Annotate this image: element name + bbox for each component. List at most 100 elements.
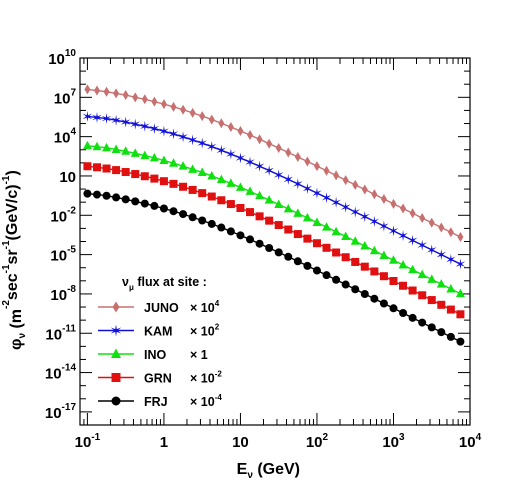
- y-tick-label: 10: [59, 169, 76, 186]
- marker-diamond: [304, 156, 311, 167]
- marker-star: [436, 249, 447, 261]
- marker-square: [179, 182, 188, 191]
- marker-star: [350, 206, 360, 218]
- marker-square: [150, 174, 159, 183]
- marker-circle: [427, 323, 436, 332]
- marker-triangle: [207, 170, 217, 180]
- marker-diamond: [447, 227, 454, 238]
- marker-star: [111, 114, 121, 126]
- marker-circle: [408, 313, 417, 322]
- marker-circle: [140, 199, 149, 208]
- marker-circle: [111, 396, 121, 406]
- legend: νμ flux at site : JUNO × 104 KAM × 102 INO × …: [98, 275, 222, 409]
- marker-star: [216, 144, 227, 156]
- marker-star: [398, 230, 408, 242]
- marker-circle: [437, 328, 446, 337]
- marker-star: [264, 165, 274, 177]
- marker-star: [159, 125, 169, 137]
- marker-star: [178, 131, 188, 143]
- y-tick-label: 104: [54, 127, 77, 147]
- marker-star: [206, 141, 217, 153]
- marker-circle: [131, 197, 140, 206]
- marker-circle: [92, 190, 101, 199]
- marker-circle: [456, 337, 465, 346]
- marker-triangle: [408, 264, 418, 274]
- marker-triangle: [121, 146, 131, 155]
- x-tick-label: 10: [232, 434, 249, 451]
- marker-star: [82, 110, 93, 122]
- marker-diamond: [103, 86, 110, 97]
- marker-circle: [274, 248, 283, 257]
- x-tick-label: 102: [306, 432, 329, 451]
- marker-circle: [207, 219, 216, 228]
- marker-triangle: [159, 155, 169, 165]
- marker-square: [437, 300, 446, 309]
- series-line: [87, 192, 461, 343]
- marker-star: [101, 113, 112, 125]
- marker-triangle: [331, 226, 341, 236]
- marker-star: [446, 253, 456, 265]
- marker-triangle: [322, 222, 332, 231]
- marker-circle: [446, 332, 455, 341]
- marker-square: [121, 168, 130, 177]
- marker-triangle: [178, 161, 188, 170]
- marker-square: [418, 291, 427, 300]
- legend-header-main: ν: [122, 275, 129, 289]
- marker-circle: [303, 261, 312, 270]
- y-axis-title-unit: (m: [8, 309, 25, 333]
- marker-triangle: [188, 164, 198, 173]
- marker-star: [407, 234, 418, 246]
- marker-star: [426, 244, 437, 256]
- marker-circle: [112, 193, 121, 202]
- marker-square: [312, 239, 321, 248]
- marker-diamond: [237, 125, 244, 136]
- marker-circle: [351, 285, 360, 294]
- marker-star: [245, 156, 255, 168]
- marker-circle: [226, 227, 235, 236]
- marker-circle: [418, 318, 427, 327]
- y-tick-label: 10-8: [50, 284, 76, 304]
- marker-triangle: [293, 208, 303, 217]
- marker-star: [321, 192, 332, 204]
- y-tick-label: 10-11: [45, 323, 76, 343]
- marker-diamond: [208, 114, 215, 125]
- marker-square: [265, 216, 274, 225]
- marker-circle: [265, 243, 274, 252]
- marker-triangle: [216, 174, 226, 184]
- marker-square: [111, 373, 121, 382]
- series-line: [87, 165, 461, 315]
- marker-square: [389, 276, 398, 285]
- marker-diamond: [428, 217, 435, 228]
- series-line: [87, 145, 461, 295]
- marker-triangle: [388, 255, 398, 264]
- marker-diamond: [438, 222, 445, 233]
- marker-star: [187, 134, 198, 146]
- marker-star: [130, 118, 140, 130]
- marker-triangle: [455, 288, 465, 298]
- marker-diamond: [132, 92, 139, 103]
- marker-star: [149, 123, 160, 135]
- plot-frame: [79, 57, 471, 426]
- marker-circle: [332, 275, 341, 284]
- marker-triangle: [379, 250, 389, 260]
- marker-circle: [217, 223, 226, 232]
- series-kam: [82, 110, 466, 270]
- marker-star: [92, 111, 102, 123]
- marker-circle: [159, 204, 168, 213]
- marker-square: [399, 281, 408, 290]
- marker-diamond: [457, 232, 464, 243]
- marker-square: [370, 267, 379, 276]
- x-axis-title: Eν (GeV): [237, 461, 300, 481]
- legend-header: νμ flux at site :: [122, 275, 207, 292]
- marker-square: [140, 172, 149, 181]
- legend-entry-grn: GRN × 10-2: [98, 370, 222, 386]
- marker-circle: [322, 271, 331, 280]
- marker-square: [169, 179, 178, 188]
- marker-square: [112, 166, 121, 175]
- marker-square: [351, 257, 360, 266]
- marker-diamond: [342, 175, 349, 186]
- marker-star: [283, 173, 294, 185]
- marker-diamond: [400, 203, 407, 214]
- series-frj: [83, 189, 465, 346]
- marker-star: [197, 137, 207, 149]
